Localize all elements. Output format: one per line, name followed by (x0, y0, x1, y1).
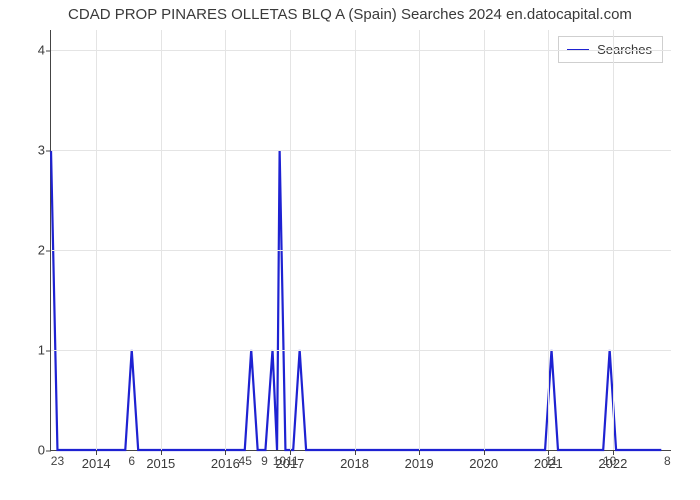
x-tick-label: 2015 (146, 456, 175, 471)
chart-title: CDAD PROP PINARES OLLETAS BLQ A (Spain) … (0, 6, 700, 23)
value-label: 10 (603, 454, 616, 468)
x-tick-mark (161, 450, 162, 455)
y-tick-label: 0 (21, 443, 45, 458)
y-gridline (51, 250, 671, 251)
searches-line (51, 30, 671, 450)
x-tick-label: 2020 (469, 456, 498, 471)
x-tick-mark (96, 450, 97, 455)
y-tick-label: 2 (21, 243, 45, 258)
y-tick-label: 1 (21, 343, 45, 358)
y-tick-label: 3 (21, 143, 45, 158)
x-tick-label: 2016 (211, 456, 240, 471)
y-gridline (51, 350, 671, 351)
x-tick-mark (355, 450, 356, 455)
x-gridline (355, 30, 356, 450)
x-tick-label: 2019 (405, 456, 434, 471)
value-label: 45 (239, 454, 252, 468)
x-tick-mark (225, 450, 226, 455)
value-label: 9 (261, 454, 268, 468)
x-gridline (613, 30, 614, 450)
x-gridline (419, 30, 420, 450)
value-label: 11 (545, 454, 557, 468)
x-tick-label: 2018 (340, 456, 369, 471)
x-gridline (548, 30, 549, 450)
x-tick-mark (419, 450, 420, 455)
plot-area: Searches 0123420142015201620172018201920… (50, 30, 671, 451)
x-gridline (96, 30, 97, 450)
x-gridline (161, 30, 162, 450)
x-gridline (290, 30, 291, 450)
value-label: 23 (51, 454, 64, 468)
chart-container: CDAD PROP PINARES OLLETAS BLQ A (Spain) … (0, 0, 700, 500)
value-label: 6 (128, 454, 135, 468)
value-label: 8 (664, 454, 671, 468)
value-label: 1011 (273, 454, 299, 468)
x-gridline (225, 30, 226, 450)
x-gridline (484, 30, 485, 450)
y-tick-label: 4 (21, 43, 45, 58)
y-gridline (51, 50, 671, 51)
x-tick-mark (484, 450, 485, 455)
y-gridline (51, 150, 671, 151)
x-tick-label: 2014 (82, 456, 111, 471)
